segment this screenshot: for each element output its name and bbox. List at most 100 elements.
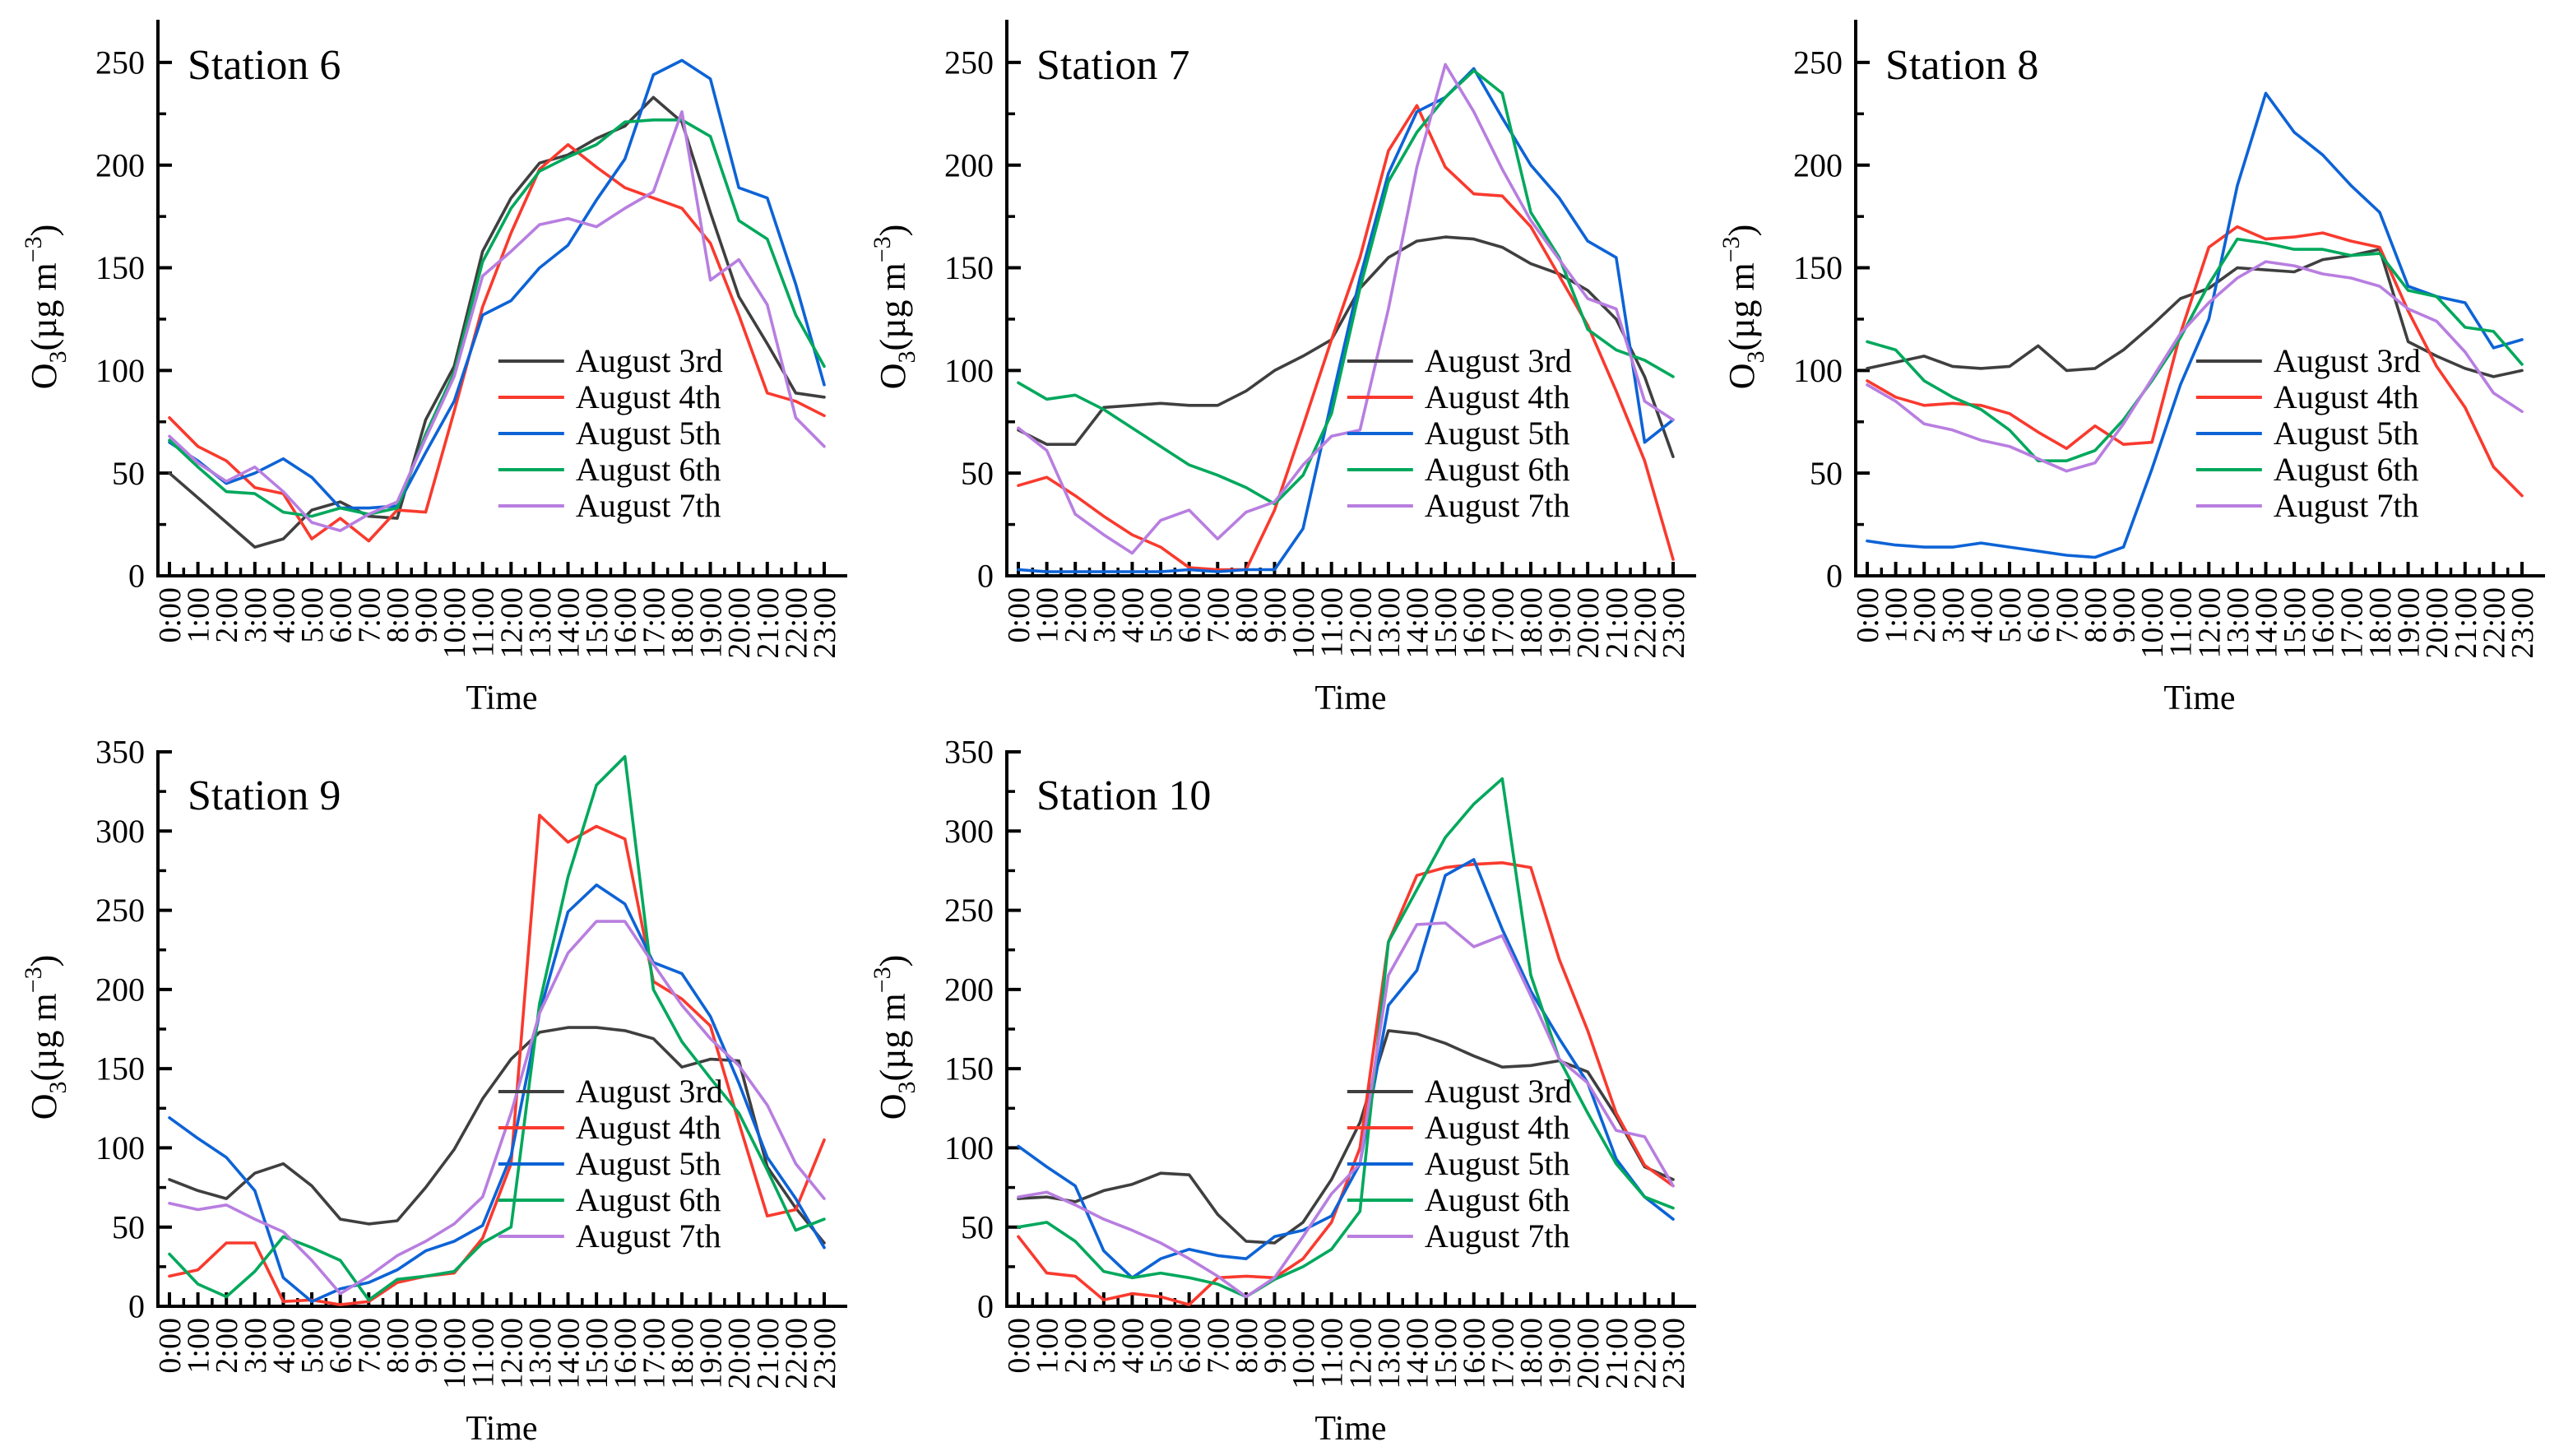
x-tick-label: 20:00 [722, 587, 757, 659]
x-tick-label: 13:00 [523, 587, 558, 659]
x-tick-label: 4:00 [267, 1318, 301, 1374]
y-axis-title: O3(µg m−3) [20, 225, 72, 390]
x-tick-label: 15:00 [2278, 587, 2312, 659]
x-tick-label: 5:00 [295, 587, 330, 643]
x-tick-label: 2:00 [210, 1318, 244, 1374]
x-tick-label: 0:00 [1002, 1318, 1036, 1374]
y-tick-label: 250 [95, 44, 145, 81]
axis-spines [156, 20, 847, 577]
x-tick-label: 21:00 [751, 1318, 786, 1389]
x-tick-label: 17:00 [1486, 1318, 1520, 1389]
legend-item-august-6th: August 6th [498, 451, 721, 488]
legend-item-august-7th: August 7th [1347, 487, 1570, 524]
x-tick-label: 12:00 [2192, 587, 2227, 659]
y-tick-label: 100 [944, 352, 994, 389]
x-tick-label: 13:00 [1372, 587, 1407, 659]
chart-svg-station-9: 0 50 100 150 200 250 300 350 0:001:002:003:004:0… [20, 734, 847, 1448]
series-line-august-6th [1866, 237, 2524, 463]
series-line-august-6th [1017, 69, 1675, 506]
x-tick-label: 3:00 [1936, 587, 1971, 643]
series-line-august-6th [1017, 777, 1675, 1299]
x-axis-title: Time [466, 679, 537, 717]
legend-label: August 3rd [576, 1073, 723, 1110]
panel-title: Station 6 [188, 42, 341, 89]
x-tick-label: 14:00 [2250, 587, 2284, 659]
x-tick-label: 23:00 [808, 1318, 842, 1389]
x-tick-label: 19:00 [1543, 587, 1578, 659]
x-tick-label: 5:00 [295, 1318, 330, 1374]
x-tick-label: 5:00 [1144, 587, 1179, 643]
series-line-august-3rd [168, 1026, 826, 1245]
y-tick-label: 150 [95, 249, 145, 286]
x-tick-label: 14:00 [552, 1318, 586, 1389]
series-line-august-5th [168, 58, 826, 510]
x-tick-label: 9:00 [2107, 587, 2141, 643]
y-tick-label: 100 [95, 1129, 145, 1166]
x-tick-label: 17:00 [1486, 587, 1520, 659]
legend-item-august-3rd: August 3rd [1347, 342, 1572, 379]
legend-label: August 4th [1425, 1109, 1570, 1146]
x-axis-title: Time [466, 1410, 537, 1448]
x-tick-label: 14:00 [552, 587, 586, 659]
x-tick-label: 13:00 [2221, 587, 2255, 659]
y-tick-label: 250 [944, 892, 994, 929]
x-tick-label: 20:00 [1571, 1318, 1606, 1389]
legend-label: August 5th [1425, 1145, 1570, 1182]
x-tick-label: 8:00 [2079, 587, 2113, 643]
series-line-august-7th [1017, 63, 1675, 555]
x-tick-label: 9:00 [1258, 587, 1292, 643]
legend-item-august-4th: August 4th [498, 1109, 721, 1146]
x-tick-label: 15:00 [1429, 1318, 1463, 1389]
x-axis-title: Time [1314, 1410, 1386, 1448]
legend-item-august-4th: August 4th [498, 378, 721, 415]
legend-label: August 5th [576, 415, 721, 452]
x-tick-label: 19:00 [694, 587, 729, 659]
x-tick-label: 13:00 [523, 1318, 558, 1389]
chart-svg-station-6: 0 50 100 150 200 250 0:001:002:003:004:005:006… [20, 20, 847, 717]
series-line-august-7th [1866, 260, 2524, 473]
legend-label: August 6th [1425, 451, 1570, 488]
y-tick-label: 100 [1793, 352, 1843, 389]
y-tick-label: 150 [95, 1050, 145, 1087]
x-tick-label: 11:00 [466, 1318, 501, 1388]
legend-label: August 7th [1425, 1217, 1570, 1254]
series-line-august-6th [168, 118, 826, 518]
x-tick-label: 9:00 [409, 587, 443, 643]
x-tick-label: 6:00 [1173, 1318, 1208, 1374]
chart-svg-station-7: 0 50 100 150 200 250 0:001:002:003:004:005:006… [869, 20, 1696, 717]
x-tick-label: 1:00 [1031, 587, 1065, 643]
legend-label: August 6th [576, 451, 721, 488]
y-tick-label: 300 [95, 813, 145, 850]
chart-panel-station-7: 0 50 100 150 200 250 0:00 1:00 2:00 3:00 4:00 5:00 6… [865, 0, 1721, 724]
x-tick-label: 0:00 [153, 1318, 188, 1374]
x-axis-title: Time [1314, 679, 1386, 717]
x-tick-label: 2:00 [1059, 1318, 1093, 1374]
series-line-august-4th [168, 143, 826, 543]
x-tick-label: 22:00 [779, 587, 814, 659]
legend-item-august-5th: August 5th [1347, 415, 1570, 452]
series-line-august-3rd [168, 95, 826, 549]
x-tick-label: 2:00 [1908, 587, 1942, 643]
x-tick-label: 6:00 [324, 587, 359, 643]
y-tick-label: 200 [95, 971, 145, 1008]
panel-title: Station 7 [1036, 42, 1189, 89]
y-tick-label: 300 [944, 813, 994, 850]
legend-label: August 6th [2274, 451, 2419, 488]
series-line-august-7th [1017, 921, 1675, 1299]
x-tick-label: 8:00 [1230, 587, 1264, 643]
y-tick-label: 50 [961, 1208, 994, 1245]
legend-label: August 7th [1425, 487, 1570, 524]
x-tick-label: 10:00 [1286, 1318, 1321, 1389]
legend-label: August 5th [1425, 415, 1570, 452]
x-tick-label: 18:00 [665, 587, 700, 659]
legend-item-august-5th: August 5th [498, 1145, 721, 1182]
legend-label: August 6th [576, 1181, 721, 1218]
y-axis-title: O3(µg m−3) [1718, 225, 1769, 390]
y-tick-label: 0 [977, 1288, 994, 1325]
chart-svg-station-10: 0 50 100 150 200 250 300 350 0:001:002:003:004:0… [869, 734, 1696, 1448]
legend-label: August 4th [2274, 378, 2419, 415]
